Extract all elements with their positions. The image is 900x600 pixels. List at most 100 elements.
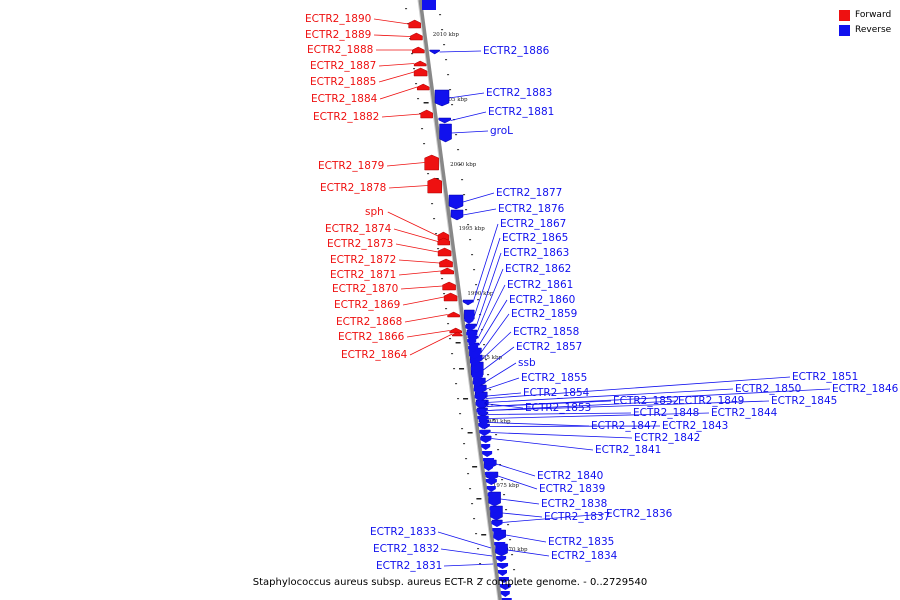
- reverse-gene-leader: [483, 346, 515, 371]
- reverse-gene-label: ECTR2_1865: [502, 232, 568, 244]
- marker-right: [471, 254, 474, 256]
- reverse-gene-top-block: [422, 0, 436, 10]
- marker-right: [455, 134, 458, 136]
- reverse-gene-leader: [476, 268, 504, 333]
- reverse-gene-glyph: [439, 123, 452, 143]
- legend-reverse-swatch: [839, 25, 850, 36]
- reverse-gene-leader: [488, 422, 590, 427]
- forward-gene-leader: [406, 330, 450, 338]
- marker-left: [441, 278, 444, 280]
- tick-mark: [463, 398, 469, 400]
- reverse-gene-leader: [486, 388, 734, 403]
- reverse-gene-label: ECTR2_1852: [613, 395, 679, 407]
- reverse-gene-leader: [497, 475, 538, 490]
- reverse-gene-label: ECTR2_1836: [606, 508, 673, 520]
- tick-label: 1980 kbp: [484, 419, 511, 425]
- reverse-gene-stack: [499, 584, 511, 590]
- marker-right: [485, 359, 488, 361]
- tick-mark: [467, 432, 473, 434]
- marker-right: [449, 89, 452, 91]
- reverse-gene-label: ECTR2_1841: [595, 444, 661, 456]
- reverse-gene-label: ECTR2_1855: [521, 372, 587, 384]
- reverse-gene-label: ECTR2_1860: [509, 294, 575, 306]
- forward-gene-leader: [393, 228, 438, 242]
- marker-left: [413, 68, 416, 70]
- reverse-gene-stack: [488, 500, 500, 506]
- forward-gene-leader: [378, 63, 415, 67]
- tick-mark: [476, 498, 482, 500]
- marker-right: [513, 569, 516, 571]
- tick-label: 1995 kbp: [459, 226, 486, 232]
- forward-gene-label: ECTR2_1884: [311, 93, 378, 105]
- marker-right: [499, 464, 502, 466]
- marker-left: [463, 443, 466, 445]
- legend-forward-label: Forward: [855, 10, 892, 20]
- marker-left: [447, 323, 450, 325]
- forward-gene-leader: [378, 71, 415, 83]
- reverse-gene-leader: [462, 192, 495, 203]
- reverse-gene-stack: [495, 549, 505, 555]
- forward-gene-label: ECTR2_1887: [310, 60, 376, 72]
- reverse-gene-label: ECTR2_1859: [511, 308, 577, 320]
- forward-gene-label: ECTR2_1868: [336, 316, 402, 328]
- reverse-gene-stack: [483, 458, 495, 464]
- marker-right: [473, 269, 476, 271]
- reverse-gene-stack: [474, 395, 486, 401]
- reverse-gene-stack: [493, 535, 504, 541]
- reverse-left-leader: [443, 563, 494, 567]
- reverse-gene-leader: [502, 512, 543, 518]
- forward-gene-glyph: [420, 109, 433, 119]
- forward-gene-glyph: [439, 258, 453, 268]
- marker-right: [505, 509, 508, 511]
- reverse-left-label: ECTR2_1833: [370, 526, 436, 538]
- reverse-gene-leader: [451, 130, 489, 134]
- tick-label: 2005 kbp: [441, 97, 468, 103]
- marker-right: [443, 44, 446, 46]
- reverse-gene-leader: [462, 208, 497, 216]
- reverse-gene-stack: [485, 479, 497, 485]
- marker-left: [457, 398, 460, 400]
- marker-right: [515, 584, 518, 586]
- forward-gene-leader: [381, 113, 421, 118]
- marker-right: [493, 419, 496, 421]
- forward-gene-glyph: [442, 281, 456, 291]
- reverse-gene-leader: [491, 438, 594, 451]
- marker-right: [459, 164, 462, 166]
- reverse-gene-leader: [439, 50, 482, 53]
- forward-gene-leader: [402, 296, 445, 306]
- legend-reverse-label: Reverse: [855, 25, 892, 35]
- reverse-gene-stack: [473, 388, 484, 394]
- reverse-gene-leader: [487, 412, 632, 415]
- reverse-gene-glyph: [429, 49, 440, 55]
- reverse-gene-leader: [477, 284, 506, 339]
- marker-left: [481, 578, 484, 580]
- reverse-gene-stack: [492, 528, 502, 534]
- reverse-gene-leader: [487, 392, 522, 397]
- marker-left: [451, 353, 454, 355]
- forward-gene-glyph: [447, 311, 460, 318]
- legend-forward-swatch: [839, 10, 850, 21]
- reverse-gene-label: ECTR2_1837: [544, 511, 610, 523]
- forward-gene-label: ECTR2_1872: [330, 254, 396, 266]
- reverse-gene-stack: [477, 416, 489, 422]
- tick-mark: [481, 534, 487, 536]
- marker-left: [473, 518, 476, 520]
- reverse-gene-leader: [486, 377, 520, 390]
- marker-left: [427, 173, 430, 175]
- marker-right: [469, 239, 472, 241]
- reverse-gene-label: ECTR2_1858: [513, 326, 579, 338]
- reverse-gene-label: ECTR2_1846: [832, 383, 899, 395]
- reverse-gene-stack: [491, 521, 503, 527]
- reverse-gene-label: ECTR2_1843: [662, 420, 728, 432]
- reverse-left-leader: [440, 548, 493, 557]
- forward-gene-label: ECTR2_1870: [332, 283, 398, 295]
- marker-left: [417, 98, 420, 100]
- forward-gene-label: ECTR2_1878: [320, 182, 386, 194]
- forward-gene-leader: [398, 270, 441, 276]
- marker-left: [453, 368, 456, 370]
- reverse-gene-stack: [487, 493, 498, 499]
- reverse-gene-label: ECTR2_1854: [523, 387, 590, 399]
- reverse-gene-leader: [448, 92, 485, 99]
- reverse-gene-leader: [488, 412, 710, 419]
- forward-gene-glyph: [452, 331, 463, 337]
